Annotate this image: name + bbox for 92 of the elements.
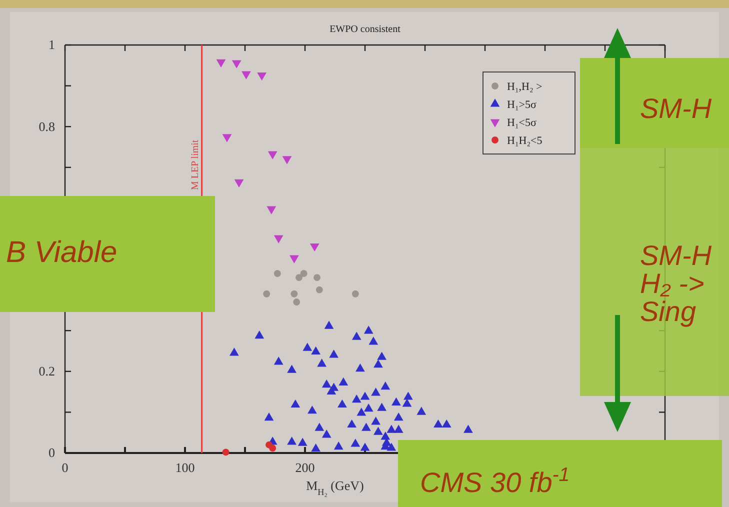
point (296, 274, 302, 282)
point (326, 386, 336, 395)
point (338, 377, 348, 386)
point (293, 298, 300, 306)
point (311, 346, 320, 355)
point (287, 364, 296, 373)
legend-label: H₁>5σ (507, 99, 536, 111)
point (242, 71, 251, 80)
point (290, 255, 299, 264)
point (317, 358, 326, 367)
point (254, 330, 264, 339)
point (263, 290, 270, 298)
point (352, 290, 359, 298)
y-tick-label: 0.8 (38, 118, 55, 134)
y-tick-label: 0 (48, 445, 55, 460)
point (322, 379, 332, 388)
legend-label: H₁,H₂ > (507, 81, 542, 93)
point (362, 422, 371, 431)
point (232, 60, 242, 68)
ref-line-label: M LEP limit (190, 140, 201, 190)
point (350, 438, 360, 447)
point (334, 441, 344, 450)
point (386, 442, 396, 451)
point (377, 402, 386, 411)
point (402, 398, 412, 407)
point (282, 156, 292, 164)
point (356, 364, 365, 372)
point (380, 381, 390, 390)
point (364, 404, 374, 412)
point (222, 134, 232, 142)
legend-label: H₁H₂<5 (507, 135, 543, 147)
x-tick-label: 0 (62, 460, 68, 476)
annotation: SM-H (640, 93, 712, 124)
point (257, 72, 266, 81)
point (360, 392, 370, 400)
point (268, 151, 278, 160)
point (377, 352, 386, 360)
point (394, 412, 404, 421)
point (300, 270, 308, 277)
point (464, 424, 473, 433)
point (324, 320, 334, 329)
point (308, 406, 317, 414)
point (352, 394, 362, 403)
point (274, 270, 281, 277)
point (347, 419, 356, 428)
point (352, 332, 362, 340)
y-tick-label: 0.2 (38, 364, 55, 379)
point (356, 408, 366, 416)
point (311, 444, 320, 452)
point (302, 342, 312, 351)
legend-label: H₁<5σ (507, 117, 536, 129)
point (380, 432, 390, 440)
point (264, 412, 274, 421)
point (404, 392, 413, 400)
point (360, 442, 370, 451)
point (290, 399, 300, 408)
point (364, 326, 374, 334)
point (316, 286, 323, 294)
point (310, 243, 320, 252)
x-tick-label: 200 (295, 460, 315, 476)
point (266, 206, 276, 214)
text: CMS 30 fb$^{-1}$ (420, 464, 570, 498)
x-tick-label: 100 (175, 460, 195, 476)
point (298, 438, 308, 446)
point (274, 235, 284, 244)
point (216, 59, 226, 68)
point (434, 419, 443, 428)
point (442, 419, 452, 428)
point (322, 430, 332, 438)
point (314, 422, 324, 431)
point (274, 356, 284, 365)
point (234, 179, 244, 188)
point (371, 416, 380, 425)
point (371, 388, 380, 396)
annotation: B Viable (6, 236, 118, 269)
point (287, 436, 296, 445)
point (416, 406, 426, 415)
point (314, 274, 320, 282)
point (394, 424, 404, 433)
point (386, 424, 396, 433)
point (368, 336, 378, 345)
point (338, 399, 347, 408)
point (374, 426, 383, 435)
y-tick-label: 1 (48, 37, 55, 52)
point (329, 350, 338, 358)
x-axis-title: M$_{H₂}$ (GeV) (306, 478, 364, 497)
chart-title: EWPO consistent (330, 24, 401, 35)
point (290, 290, 298, 298)
point (392, 397, 401, 406)
point (230, 348, 239, 356)
annotation: SM-H H₂ -> Sing (640, 240, 712, 327)
point (374, 359, 383, 368)
